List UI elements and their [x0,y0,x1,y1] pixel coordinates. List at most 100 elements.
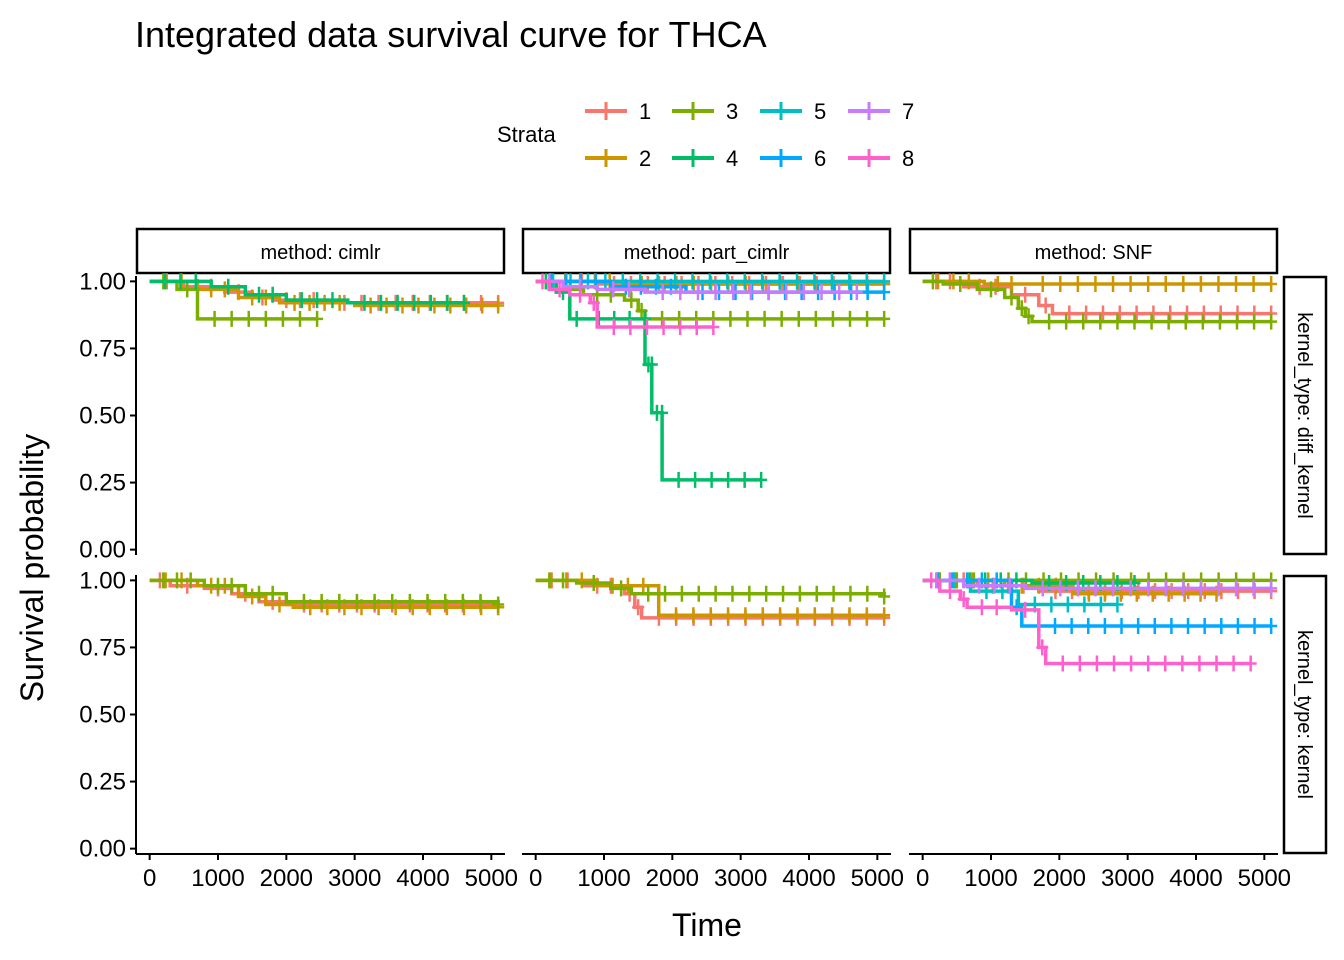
censor-mark [1231,313,1243,330]
censor-mark [755,471,768,488]
censor-mark [1096,305,1109,322]
censor-mark [1063,305,1076,322]
panel [922,273,1278,330]
x-tick-label: 5000 [1238,865,1291,892]
censor-mark [656,404,669,421]
survival-series-4 [535,273,768,488]
x-tick-label: 2000 [260,865,313,892]
legend-item-8: 8 [848,146,914,171]
censor-mark [878,284,891,301]
censor-mark [1065,617,1078,634]
censor-mark [689,471,702,488]
censor-mark [1147,305,1160,322]
legend-item-2: 2 [585,146,651,171]
censor-mark [333,593,346,610]
censor-mark [1198,617,1211,634]
censor-mark [587,575,600,592]
censor-mark [659,585,672,602]
censor-mark [1125,655,1138,672]
censor-mark [458,294,470,311]
censor-mark [1247,580,1260,597]
censor-mark [1005,289,1018,306]
censor-mark [973,577,986,594]
censor-mark [1107,276,1120,293]
censor-mark [985,281,997,298]
censor-mark [726,585,739,602]
censor-mark [1177,580,1190,597]
censor-mark [691,284,704,301]
x-tick-label: 5000 [851,865,904,892]
censor-mark [721,273,734,290]
censor-mark [311,310,324,327]
censor-mark [259,310,272,327]
censor-mark [1196,313,1209,330]
censor-mark [1227,655,1240,672]
censor-mark [1265,617,1278,634]
survival-curve [149,279,464,305]
censor-mark [441,294,454,311]
x-tick-label: 4000 [396,865,449,892]
censor-mark [739,607,752,624]
censor-mark [1164,305,1177,322]
censor-mark [1107,580,1120,597]
censor-mark [791,607,804,624]
censor-mark [1142,655,1155,672]
censor-mark [925,572,938,589]
censor-mark [741,310,754,327]
legend-label: 6 [814,146,826,171]
censor-mark [990,599,1003,616]
censor-mark [553,281,566,298]
x-tick-label: 1000 [964,865,1017,892]
censor-mark [632,599,645,616]
legend-label: 1 [639,99,651,124]
x-axis: 0 1000 2000 3000 4000 5000 [909,853,1291,892]
x-tick-label: 1000 [577,865,630,892]
censor-mark [570,310,583,327]
censor-mark [212,577,224,594]
censor-mark [1019,601,1032,618]
survival-series-8 [535,273,720,335]
legend-item-4: 4 [672,146,738,171]
censor-mark [1124,276,1137,293]
censor-mark [1077,313,1090,330]
censor-mark [326,292,339,309]
censor-mark [709,284,722,301]
censor-mark [1130,305,1143,322]
x-tick-label: 2000 [646,865,699,892]
censor-mark [1247,276,1260,293]
censor-mark [674,318,687,335]
legend-label: 8 [902,146,914,171]
censor-mark [1045,596,1058,613]
panels: method: cimlr method: part_cimlr method: S… [79,227,1328,892]
censor-mark [957,591,970,608]
x-tick-label: 2000 [1033,865,1086,892]
censor-mark [1098,617,1111,634]
censor-mark [1181,305,1194,322]
survival-series-2 [149,273,505,314]
col-strip: method: cimlr [135,227,506,275]
censor-mark [386,593,399,610]
censor-mark [246,588,259,605]
censor-mark [1142,580,1155,597]
censor-mark [1036,580,1049,597]
x-tick-label: 4000 [782,865,835,892]
censor-mark [1265,580,1278,597]
col-strip-label: method: SNF [1035,242,1153,264]
censor-mark [1159,580,1172,597]
censor-mark [1248,313,1261,330]
legend: Strata 1 2 3 4 5 6 7 8 [497,99,914,171]
censor-mark [670,276,683,293]
survival-curve [535,279,762,482]
censor-mark [947,273,960,290]
censor-mark [318,294,331,311]
censor-mark [474,593,487,610]
censor-mark [625,292,638,309]
legend-item-6: 6 [760,146,826,171]
censor-mark [722,607,735,624]
censor-mark [621,577,634,594]
censor-mark [1212,580,1225,597]
censor-mark [1210,655,1223,672]
survival-series-4 [149,273,470,311]
censor-mark [246,289,259,306]
censor-mark [825,273,838,290]
